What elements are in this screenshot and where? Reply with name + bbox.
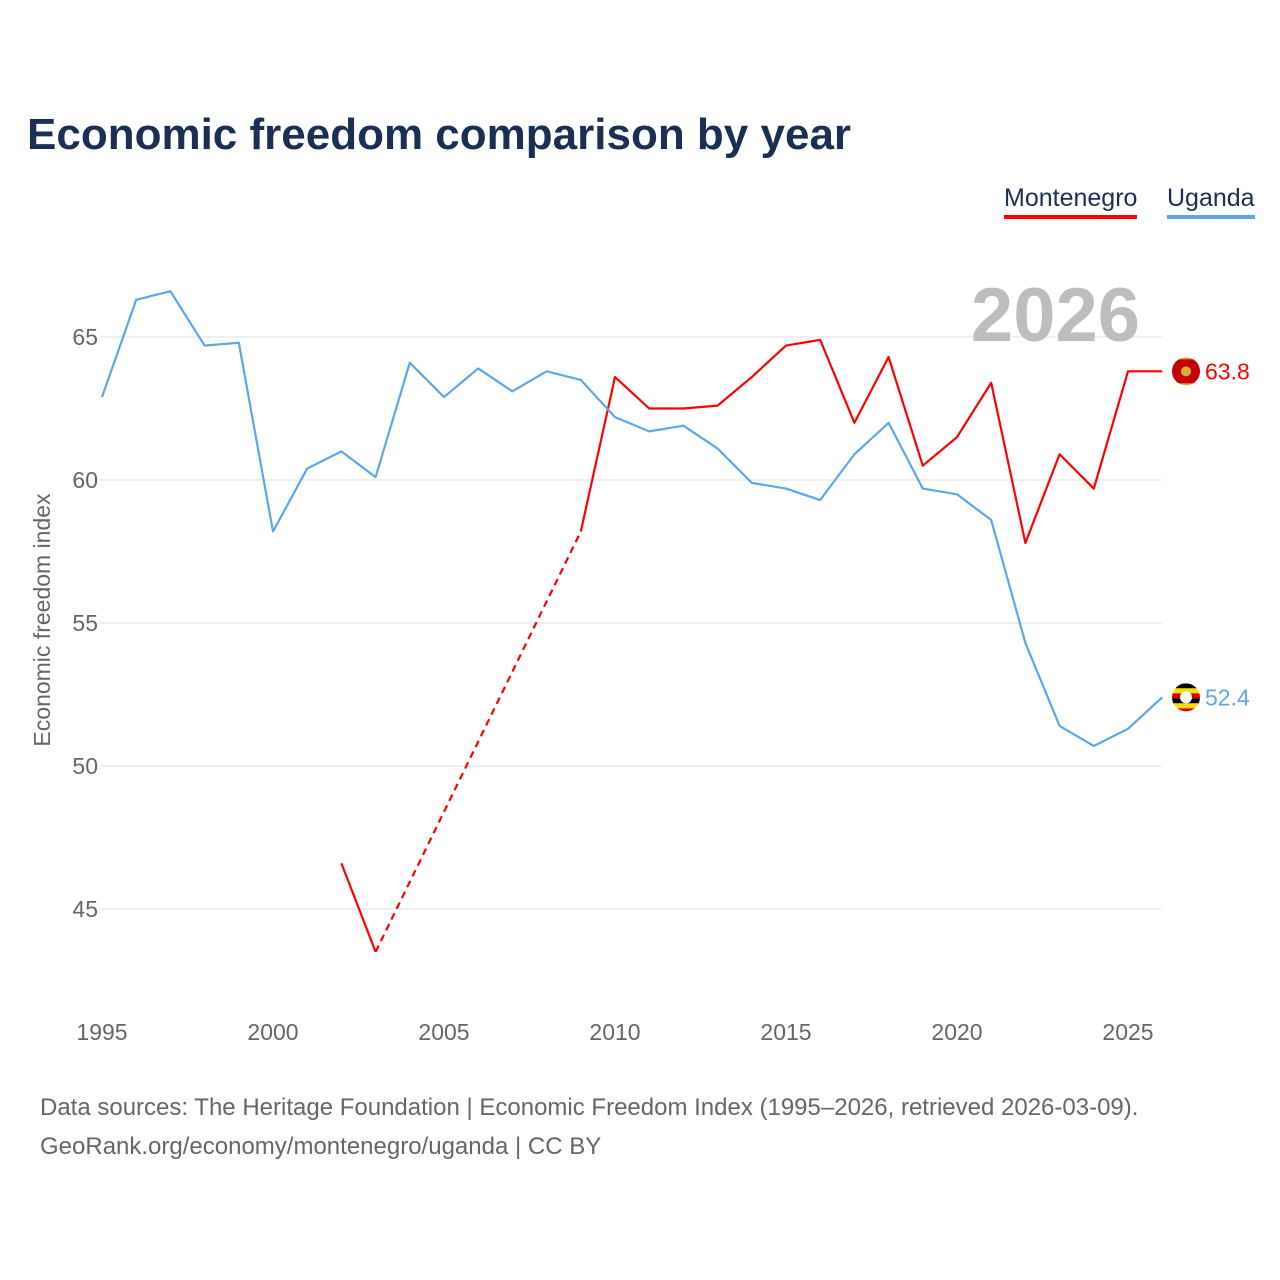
y-tick-label: 45 (72, 896, 98, 922)
legend-montenegro[interactable]: Montenegro (1004, 184, 1138, 219)
y-tick-label: 55 (72, 610, 98, 636)
chart-title: Economic freedom comparison by year (27, 110, 852, 159)
uganda-flag-icon (1172, 683, 1200, 712)
end-value-label-montenegro: 63.8 (1205, 358, 1250, 384)
series-line-montenegro (340, 862, 377, 953)
footer-sources: Data sources: The Heritage Foundation | … (40, 1094, 1139, 1121)
footer-link[interactable]: GeoRank.org/economy/montenegro/uganda | … (40, 1133, 602, 1160)
end-value-label-uganda: 52.4 (1205, 684, 1250, 710)
x-tick-label: 2025 (1102, 1019, 1153, 1045)
y-tick-label: 50 (72, 753, 98, 779)
legend-uganda[interactable]: Uganda (1167, 184, 1255, 219)
series-line-uganda (100, 290, 1163, 748)
series-line-montenegro (579, 338, 1163, 545)
x-tick-label: 1995 (76, 1019, 127, 1045)
y-axis-label: Economic freedom index (29, 493, 55, 747)
y-tick-label: 65 (72, 324, 98, 350)
montenegro-flag-icon (1172, 357, 1200, 386)
x-tick-label: 2015 (760, 1019, 811, 1045)
series-gap-dashed-montenegro (374, 530, 582, 953)
x-tick-label: 2000 (247, 1019, 298, 1045)
x-tick-label: 2005 (418, 1019, 469, 1045)
x-tick-label: 2020 (931, 1019, 982, 1045)
current-year-label: 2026 (971, 273, 1140, 358)
y-tick-label: 60 (72, 467, 98, 493)
x-tick-label: 2010 (589, 1019, 640, 1045)
footer: Data sources: The Heritage Foundation | … (40, 1088, 1138, 1166)
